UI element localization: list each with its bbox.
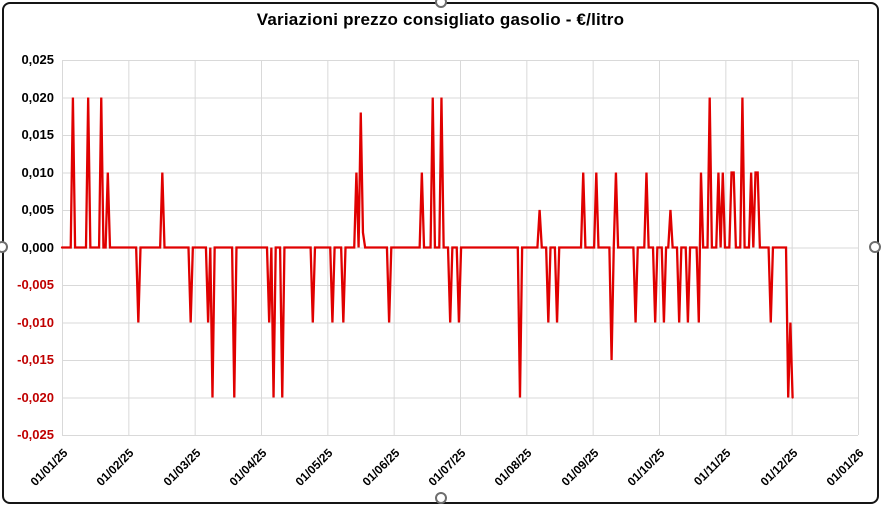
y-axis-tick-label: -0,015	[17, 352, 54, 367]
y-axis-tick-label: 0,025	[21, 52, 54, 67]
chart-title: Variazioni prezzo consigliato gasolio - …	[256, 10, 625, 29]
y-axis-tick-label: 0,010	[21, 164, 54, 180]
y-axis-tick-label: 0,005	[21, 202, 54, 217]
resize-handle-top[interactable]	[435, 0, 447, 8]
y-axis-tick-label: -0,005	[17, 277, 54, 292]
y-axis-tick-label: 0,000	[21, 239, 54, 255]
y-axis-tick-label: 0,015	[21, 127, 54, 142]
y-axis-tick-label: 0,020	[21, 89, 54, 105]
resize-handle-right[interactable]	[869, 241, 881, 253]
y-axis-tick-label: -0,010	[17, 314, 54, 330]
y-axis-tick-label: -0,025	[17, 427, 54, 442]
resize-handle-bottom[interactable]	[435, 492, 447, 504]
y-axis-tick-label: -0,020	[17, 389, 54, 405]
resize-handle-left[interactable]	[0, 241, 8, 253]
data-line-series	[60, 97, 794, 399]
